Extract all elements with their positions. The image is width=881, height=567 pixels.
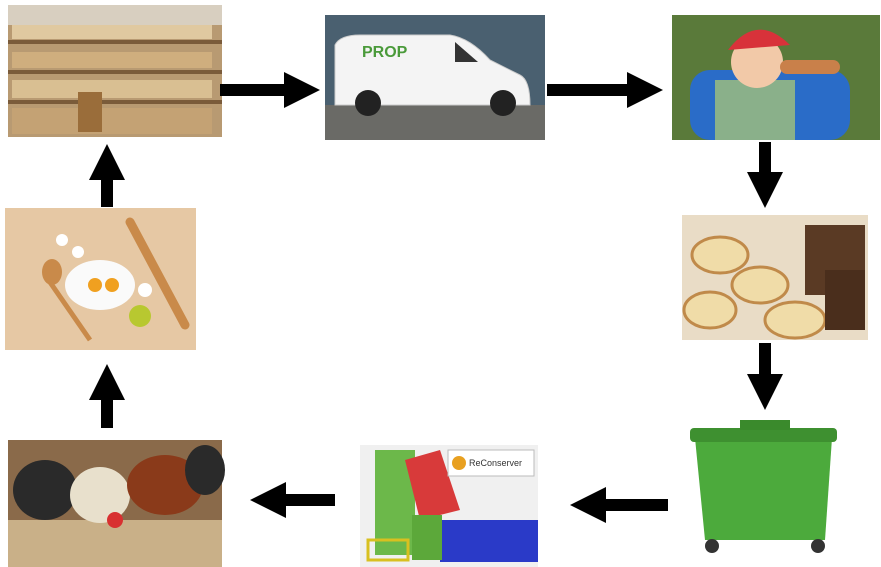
van-photo: PROP (325, 15, 545, 140)
chickens-photo (8, 440, 225, 567)
machine-photo: ReConserver (360, 445, 538, 567)
diagram: PROP ReConserver (0, 0, 881, 567)
bakery-photo (8, 5, 222, 137)
machine-logo: ReConserver (469, 458, 522, 468)
bin-photo (690, 420, 837, 553)
ingredients-photo (5, 208, 196, 350)
bread-photo (682, 215, 868, 340)
child-photo (672, 15, 880, 140)
van-logo: PROP (362, 44, 408, 61)
